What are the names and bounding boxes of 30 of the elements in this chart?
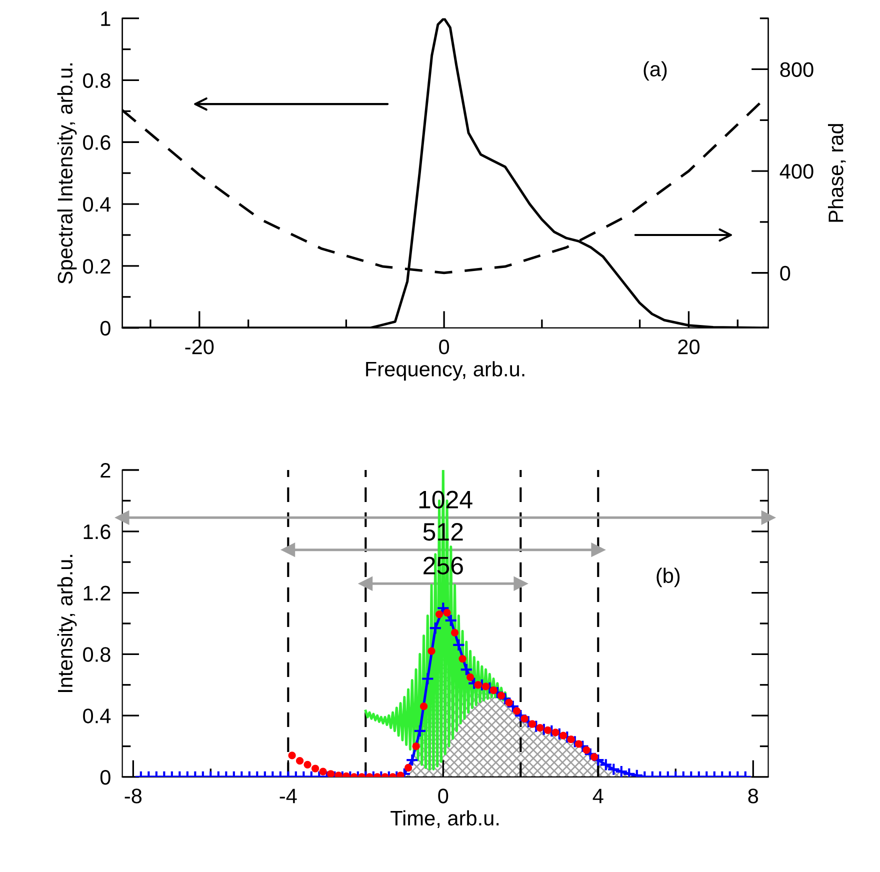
y-tick-label: 0.8 [83, 647, 110, 662]
x-axis-title: Frequency, arb.u. [366, 361, 524, 381]
y-axis-title: Spectral Intensity, arb.u. [57, 63, 77, 284]
x-tick-label: 4 [592, 788, 604, 804]
x-axis-title: Time, arb.u. [390, 810, 499, 828]
y2-tick-label: 400 [780, 164, 814, 179]
y-tick-label: 0.8 [83, 73, 110, 88]
x-tick-label: -20 [185, 340, 214, 354]
y-tick-label: 2 [100, 463, 110, 478]
x-tick-label: 0 [438, 788, 448, 804]
x-tick-label: 0 [439, 340, 450, 354]
y-axis-title: Intensity, arb.u. [57, 554, 77, 692]
annotation: (b) [656, 568, 680, 588]
y-tick-label: 0 [100, 320, 110, 336]
x-tick-label: -8 [124, 788, 142, 804]
y2-tick-label: 0 [780, 266, 790, 281]
y-tick-label: 0.4 [83, 197, 111, 212]
y-tick-label: 0 [100, 770, 110, 785]
y-tick-label: 1.6 [84, 524, 110, 540]
y2-tick-label: 800 [780, 62, 814, 77]
y-tick-label: 0.6 [83, 135, 110, 150]
x-tick-label: 20 [678, 340, 700, 354]
x-tick-label: 8 [748, 788, 758, 804]
x-tick-label: -4 [280, 788, 297, 804]
y2-axis-title: Phase, rad [828, 124, 846, 222]
annotation: (a) [644, 61, 667, 81]
y-tick-label: 1 [101, 12, 110, 26]
y-tick-label: 0.2 [83, 258, 110, 274]
y-tick-label: 1.2 [84, 586, 110, 600]
y-tick-label: 0.4 [83, 708, 111, 724]
